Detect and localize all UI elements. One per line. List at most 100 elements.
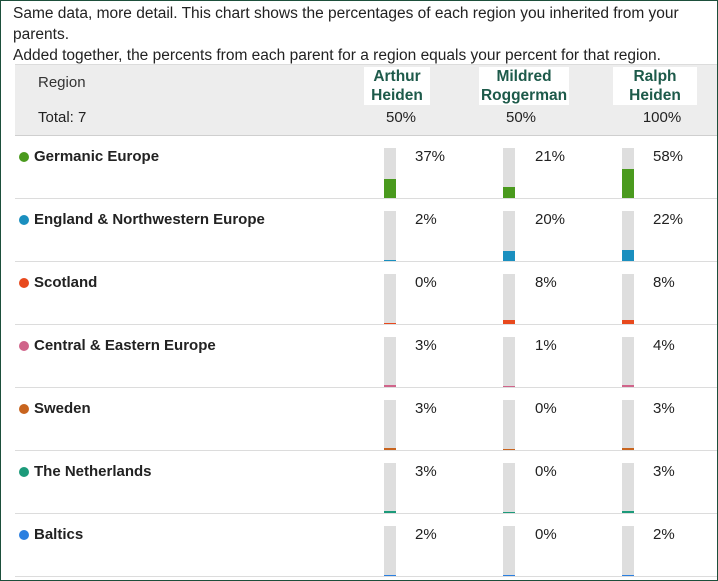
region-color-dot	[19, 467, 29, 477]
bar-track-arthur	[384, 400, 396, 450]
bar-fill-arthur	[384, 323, 396, 324]
parent-name-line-2: Roggerman	[480, 87, 568, 104]
percent-label-mildred: 0%	[535, 526, 557, 543]
table-row: England & Northwestern Europe 2% 20% 22%	[15, 198, 717, 262]
bar-track-mildred	[503, 400, 515, 450]
region-color-dot	[19, 215, 29, 225]
bar-fill-ralph	[622, 169, 634, 198]
parent-name-arthur: Arthur Heiden	[364, 67, 430, 105]
bar-fill-arthur	[384, 385, 396, 387]
bar-fill-ralph	[622, 511, 634, 513]
bar-track-arthur	[384, 526, 396, 576]
percent-label-arthur: 37%	[415, 148, 446, 165]
region-color-dot	[19, 341, 29, 351]
bar-track-ralph	[622, 526, 634, 576]
bar-fill-arthur	[384, 260, 396, 261]
region-name: Central & Eastern Europe	[34, 337, 216, 354]
bar-fill-arthur	[384, 575, 396, 576]
percent-label-arthur: 3%	[415, 400, 437, 417]
bar-track-mildred	[503, 274, 515, 324]
parent-name-line-1: Mildred	[496, 68, 552, 85]
region-color-dot	[19, 152, 29, 162]
intro-text: Same data, more detail. This chart shows…	[13, 3, 713, 66]
bar-fill-arthur	[384, 448, 396, 450]
bar-track-ralph	[622, 337, 634, 387]
percent-label-arthur: 3%	[415, 463, 437, 480]
bar-track-ralph	[622, 463, 634, 513]
bar-track-ralph	[622, 148, 634, 198]
region-color-dot	[19, 530, 29, 540]
bar-fill-ralph	[622, 448, 634, 450]
bar-track-arthur	[384, 148, 396, 198]
table-row: Central & Eastern Europe 3% 1% 4%	[15, 324, 717, 388]
parent-name-line-2: Heiden	[629, 87, 681, 104]
region-name: Germanic Europe	[34, 148, 160, 165]
bar-track-mildred	[503, 526, 515, 576]
percent-label-mildred: 0%	[535, 463, 557, 480]
percent-label-mildred: 20%	[535, 211, 566, 228]
bar-track-mildred	[503, 463, 515, 513]
bar-track-mildred	[503, 337, 515, 387]
bar-track-arthur	[384, 274, 396, 324]
table-row: The Netherlands 3% 0% 3%	[15, 450, 717, 514]
percent-label-mildred: 0%	[535, 400, 557, 417]
intro-line-1: Same data, more detail. This chart shows…	[13, 5, 679, 43]
region-name: Scotland	[34, 274, 98, 291]
bar-track-ralph	[622, 274, 634, 324]
region-name: Sweden	[34, 400, 91, 417]
bar-fill-arthur	[384, 511, 396, 513]
bar-track-arthur	[384, 463, 396, 513]
bar-fill-mildred	[503, 187, 515, 198]
region-column-header: Region	[38, 74, 86, 91]
percent-label-ralph: 2%	[653, 526, 675, 543]
table-header: Region Total: 7 Arthur Heiden Mildred Ro…	[15, 64, 717, 136]
parent-total-arthur: 50%	[385, 109, 417, 126]
table-row: Baltics 2% 0% 2%	[15, 513, 717, 577]
percent-label-arthur: 0%	[415, 274, 437, 291]
percent-label-ralph: 8%	[653, 274, 675, 291]
percent-label-mildred: 1%	[535, 337, 557, 354]
table-row: Germanic Europe 37% 21% 58%	[15, 135, 717, 199]
bar-fill-ralph	[622, 250, 634, 261]
bar-fill-mildred	[503, 386, 515, 387]
region-name: The Netherlands	[34, 463, 152, 480]
percent-label-ralph: 4%	[653, 337, 675, 354]
bar-fill-mildred	[503, 575, 515, 576]
table-row: Scotland 0% 8% 8%	[15, 261, 717, 325]
bar-track-mildred	[503, 211, 515, 261]
bar-fill-mildred	[503, 320, 515, 324]
parent-total-ralph: 100%	[642, 109, 682, 126]
bar-fill-arthur	[384, 179, 396, 198]
bar-fill-mildred	[503, 251, 515, 261]
parent-name-line-1: Ralph	[633, 68, 677, 85]
total-label: Total: 7	[38, 109, 87, 126]
parent-name-line-2: Heiden	[371, 87, 423, 104]
percent-label-mildred: 21%	[535, 148, 566, 165]
bar-fill-mildred	[503, 512, 515, 513]
bar-track-ralph	[622, 211, 634, 261]
parent-name-ralph: Ralph Heiden	[613, 67, 697, 105]
parent-total-mildred: 50%	[505, 109, 537, 126]
parent-name-line-1: Arthur	[373, 68, 421, 85]
bar-fill-ralph	[622, 575, 634, 576]
bar-track-ralph	[622, 400, 634, 450]
region-color-dot	[19, 278, 29, 288]
percent-label-ralph: 3%	[653, 400, 675, 417]
parent-name-mildred: Mildred Roggerman	[479, 67, 569, 105]
percent-label-arthur: 2%	[415, 526, 437, 543]
percent-label-mildred: 8%	[535, 274, 557, 291]
region-table: Region Total: 7 Arthur Heiden Mildred Ro…	[15, 64, 717, 580]
region-name: Baltics	[34, 526, 84, 543]
bar-track-arthur	[384, 211, 396, 261]
bar-track-arthur	[384, 337, 396, 387]
percent-label-ralph: 22%	[653, 211, 684, 228]
table-row: Sweden 3% 0% 3%	[15, 387, 717, 451]
bar-fill-ralph	[622, 320, 634, 324]
bar-fill-mildred	[503, 449, 515, 450]
bar-fill-ralph	[622, 385, 634, 387]
percent-label-arthur: 3%	[415, 337, 437, 354]
percent-label-ralph: 3%	[653, 463, 675, 480]
percent-label-arthur: 2%	[415, 211, 437, 228]
region-name: England & Northwestern Europe	[34, 211, 265, 228]
